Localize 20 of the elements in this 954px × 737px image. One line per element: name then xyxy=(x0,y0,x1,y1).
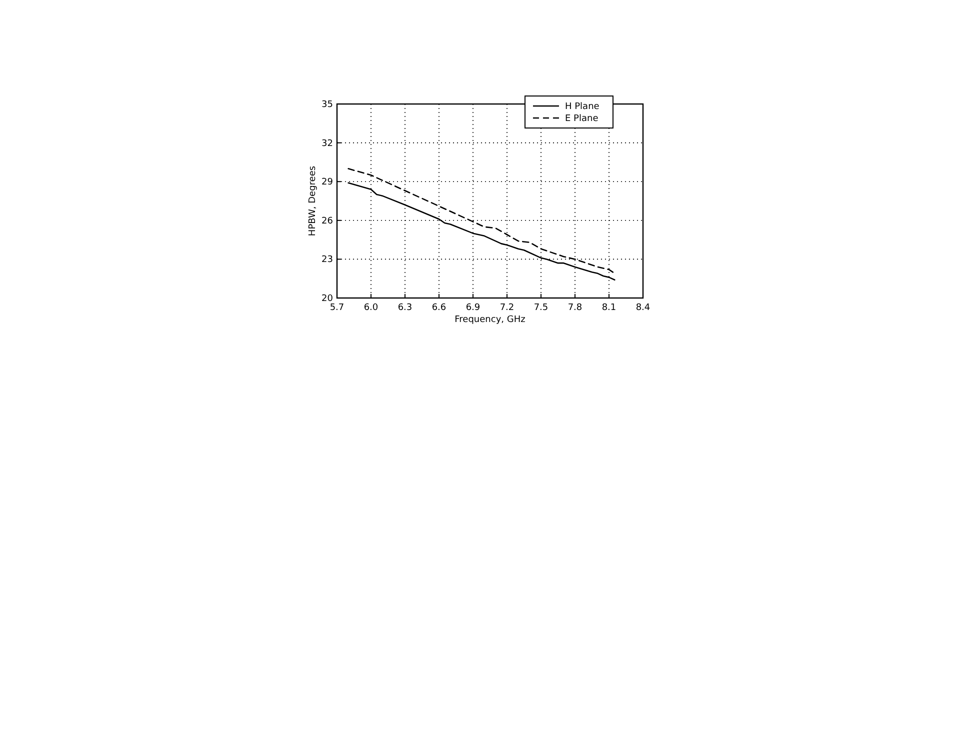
x-tick-label: 7.8 xyxy=(568,303,582,313)
x-tick-label: 6.9 xyxy=(466,303,480,313)
y-tick-label: 32 xyxy=(322,138,333,149)
x-tick-label: 5.7 xyxy=(330,303,344,313)
x-tick-label: 6.6 xyxy=(432,303,446,313)
x-axis-title: Frequency, GHz xyxy=(454,315,526,325)
x-tick-label: 6.0 xyxy=(364,303,378,313)
x-tick-label: 7.2 xyxy=(500,303,514,313)
y-axis-title: HPBW, Degrees xyxy=(308,166,318,236)
y-tick-label: 23 xyxy=(322,255,333,266)
y-tick-label: 29 xyxy=(322,178,334,188)
x-tick-label: 8.4 xyxy=(636,303,650,313)
y-tick-label: 35 xyxy=(322,100,333,110)
x-tick-label: 8.1 xyxy=(602,303,616,313)
y-tick-label: 26 xyxy=(322,216,334,226)
x-tick-label: 7.5 xyxy=(534,303,548,313)
y-tick-label: 20 xyxy=(322,294,334,304)
legend-label: H Plane xyxy=(565,102,600,112)
x-tick-label: 6.3 xyxy=(398,303,412,313)
legend-label: E Plane xyxy=(565,114,599,124)
